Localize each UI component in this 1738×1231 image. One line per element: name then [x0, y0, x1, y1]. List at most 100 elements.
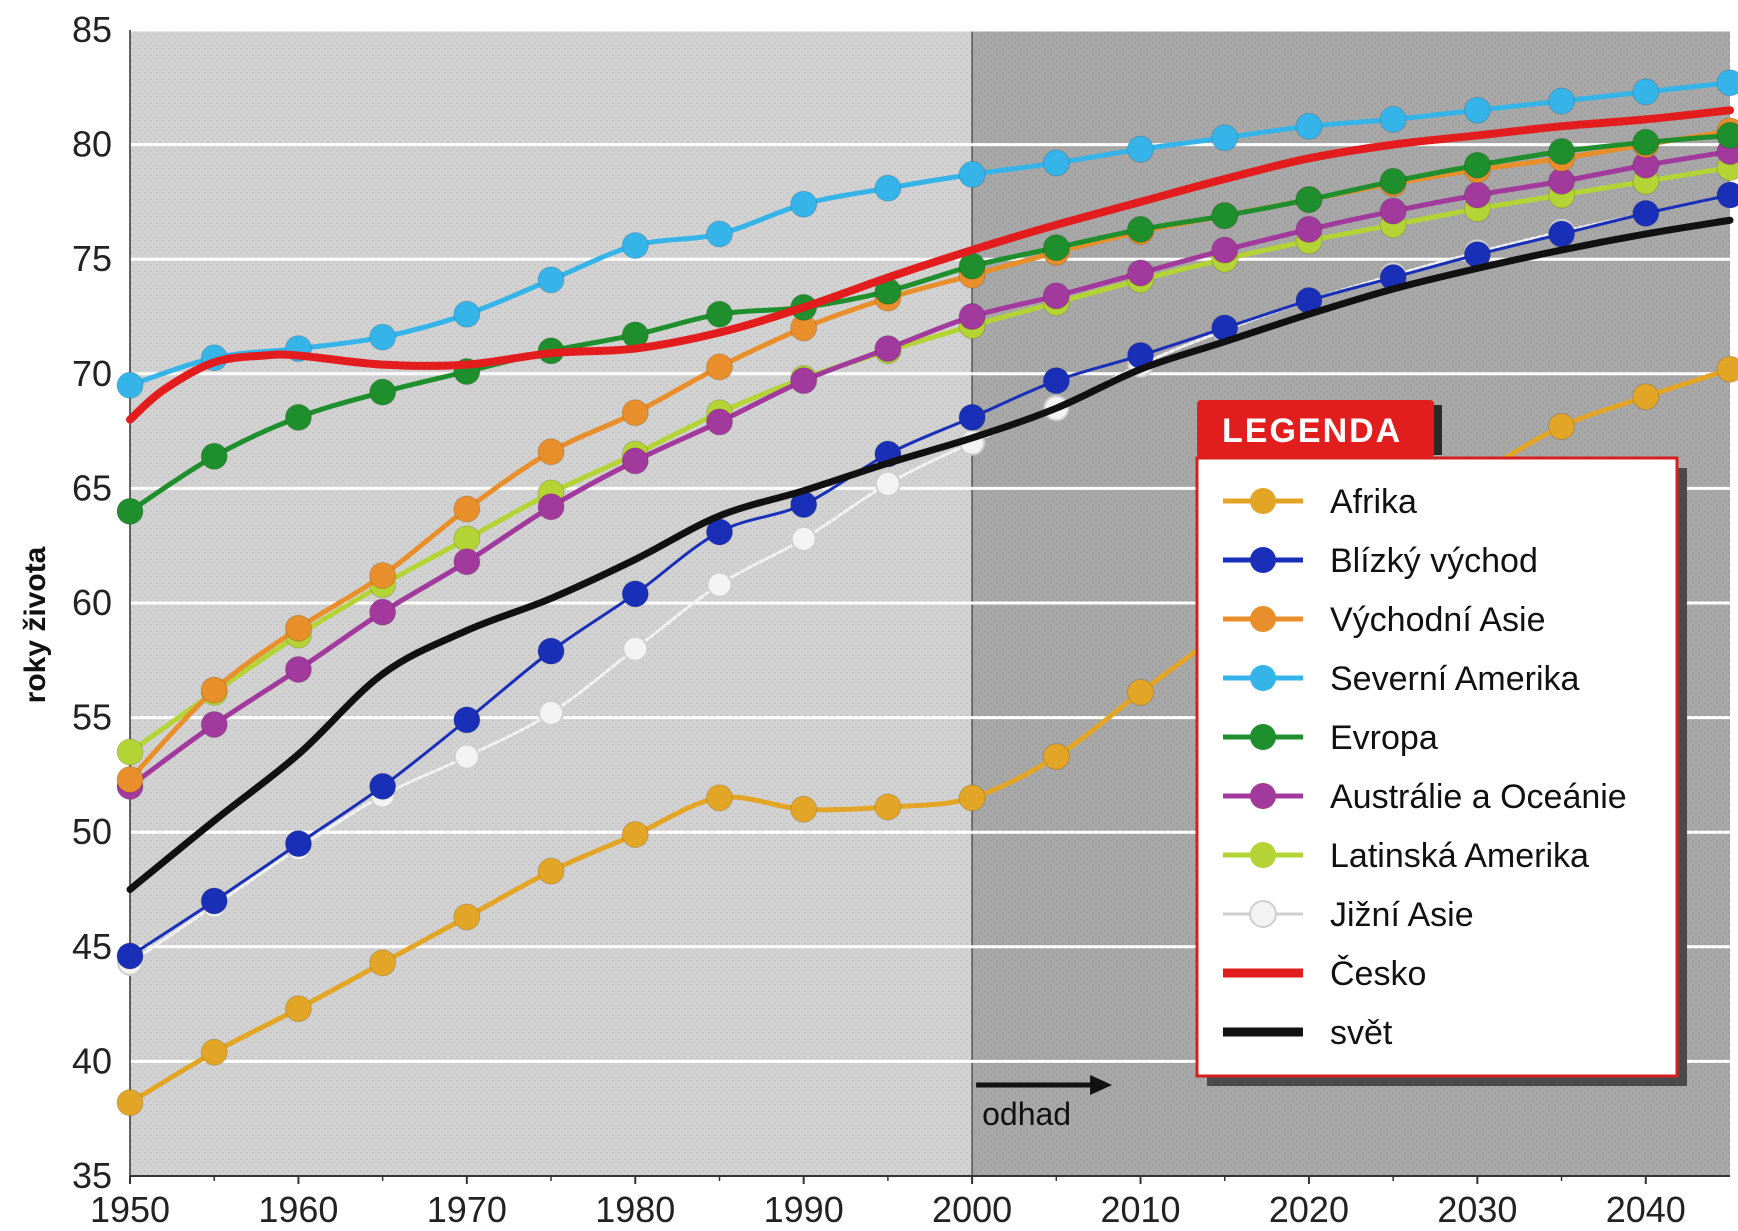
data-point	[1716, 355, 1738, 383]
y-tick-label: 40	[72, 1040, 112, 1081]
x-tick-label: 1960	[258, 1189, 338, 1230]
legend: LEGENDA Afrika Blízký východ Východní Asie S…	[1195, 400, 1687, 1086]
data-point	[284, 403, 312, 431]
legend-label: Latinská Amerika	[1330, 837, 1589, 875]
legend-title: LEGENDA	[1222, 412, 1402, 450]
y-tick-label: 75	[72, 238, 112, 279]
data-point	[705, 784, 733, 812]
series-cesko	[126, 106, 1734, 424]
data-point	[1127, 678, 1155, 706]
data-point	[1042, 743, 1070, 771]
series-svet	[126, 216, 1734, 893]
x-tick-label: 1950	[90, 1189, 170, 1230]
data-point	[1463, 151, 1491, 179]
legend-swatch-marker	[1250, 783, 1276, 809]
data-point	[538, 700, 565, 727]
x-tick-label: 2010	[1100, 1189, 1180, 1230]
data-point	[1379, 105, 1407, 133]
data-point	[874, 793, 902, 821]
data-point	[369, 949, 397, 977]
data-point	[1463, 96, 1491, 124]
y-tick-label: 55	[72, 697, 112, 738]
data-point	[1042, 367, 1070, 395]
data-point	[1632, 128, 1660, 156]
series-line	[126, 106, 1734, 424]
data-point	[1463, 181, 1491, 209]
data-point	[116, 738, 144, 766]
data-point	[369, 323, 397, 351]
data-point	[116, 1089, 144, 1117]
data-point	[200, 676, 228, 704]
legend-swatch-marker	[1250, 724, 1276, 750]
data-point	[453, 495, 481, 523]
data-point	[1127, 259, 1155, 287]
y-tick-label: 70	[72, 353, 112, 394]
data-point	[537, 857, 565, 885]
data-point	[958, 403, 986, 431]
data-point	[1295, 215, 1323, 243]
data-point	[1211, 202, 1239, 230]
data-point	[1042, 282, 1070, 310]
data-point	[1632, 199, 1660, 227]
data-point	[1548, 220, 1576, 248]
y-tick-label: 85	[72, 9, 112, 50]
estimate-arrow-head	[1090, 1075, 1113, 1095]
y-tick-label: 60	[72, 582, 112, 623]
data-point	[369, 378, 397, 406]
data-point	[621, 231, 649, 259]
data-point	[284, 655, 312, 683]
data-point	[874, 335, 902, 363]
x-tick-label: 2030	[1437, 1189, 1517, 1230]
data-point	[537, 438, 565, 466]
data-point	[453, 706, 481, 734]
x-tick-label: 2040	[1606, 1189, 1686, 1230]
legend-label: Evropa	[1330, 719, 1438, 757]
data-point	[1716, 181, 1738, 209]
data-point	[621, 399, 649, 427]
legend-label: Česko	[1330, 955, 1426, 993]
data-point	[284, 614, 312, 642]
data-point	[705, 408, 733, 436]
data-point	[1211, 124, 1239, 152]
data-point	[284, 995, 312, 1023]
data-point	[1632, 78, 1660, 106]
x-tick-label: 2020	[1269, 1189, 1349, 1230]
data-point	[537, 493, 565, 521]
data-point	[705, 220, 733, 248]
data-point	[1042, 234, 1070, 262]
y-tick-label: 50	[72, 811, 112, 852]
data-point	[369, 772, 397, 800]
legend-label: Severní Amerika	[1330, 660, 1580, 698]
data-point	[958, 784, 986, 812]
series-layer	[116, 69, 1738, 1117]
data-point	[705, 300, 733, 328]
data-point	[453, 743, 480, 770]
data-point	[874, 174, 902, 202]
data-point	[706, 571, 733, 598]
legend-swatch-marker	[1250, 665, 1276, 691]
legend-label: Afrika	[1330, 483, 1417, 521]
data-point	[1716, 121, 1738, 149]
estimate-annotation: odhad	[976, 1075, 1113, 1132]
x-tick-label: 1990	[764, 1189, 844, 1230]
data-point	[1211, 236, 1239, 264]
legend-swatch-marker	[1250, 488, 1276, 514]
legend-label: Blízký východ	[1330, 542, 1538, 580]
data-point	[1127, 135, 1155, 163]
series-severni-amerika	[116, 69, 1738, 399]
y-axis-label: roky života	[19, 546, 52, 703]
legend-title-bg	[1197, 400, 1434, 458]
data-point	[1548, 413, 1576, 441]
data-point	[621, 447, 649, 475]
data-point	[622, 635, 649, 662]
data-point	[200, 710, 228, 738]
data-point	[200, 887, 228, 915]
data-point	[200, 1038, 228, 1066]
legend-swatch-marker	[1250, 547, 1276, 573]
data-point	[453, 548, 481, 576]
data-point	[958, 303, 986, 330]
legend-label: svět	[1330, 1014, 1393, 1052]
data-point	[1548, 87, 1576, 115]
legend-label: Jižní Asie	[1330, 896, 1474, 934]
